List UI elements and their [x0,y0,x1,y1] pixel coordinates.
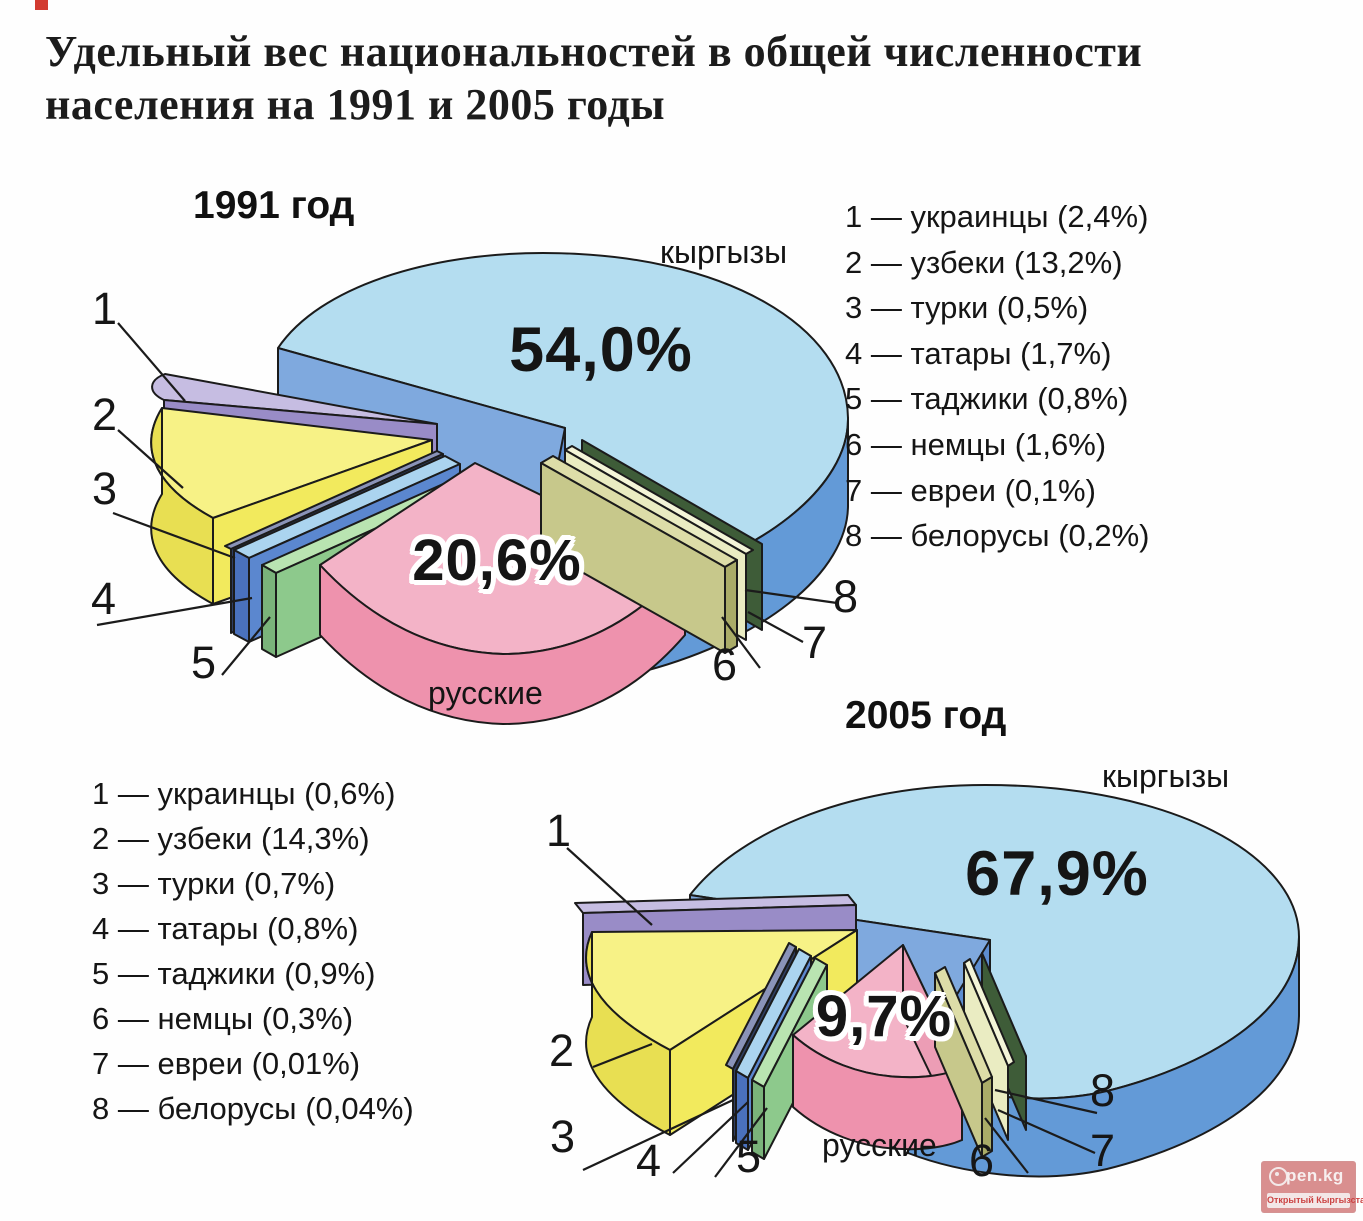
scan-artifact-mark [35,0,48,10]
page-title: Удельный вес национальностей в общей чис… [45,27,1143,129]
callout-1991-8: 8 [833,571,859,622]
legend-2005-item-6: 6 — немцы (0,3%) [92,1001,354,1036]
pie-chart-2005 [566,784,1300,1178]
value-2005-russian: 9,7% [815,984,953,1049]
leader-2005-5 [714,1107,768,1178]
pie-1991-tajik-end [261,564,277,658]
callout-2005-6: 6 [969,1135,995,1186]
leader-1991-6 [721,616,761,669]
legend-1991-item-7: 7 — евреи (0,1%) [845,472,1096,508]
legend-2005-item-5: 5 — таджики (0,9%) [92,956,376,991]
legend-1991-item-5: 5 — таджики (0,8%) [845,381,1129,417]
leader-2005-8 [994,1088,1098,1115]
pie-1991-tatar-end [233,549,250,643]
callout-2005-7: 7 [1090,1125,1116,1176]
callout-1991-7: 7 [802,617,828,668]
chart-1991-year-label: 1991 год [193,184,355,227]
legend-1991-item-3: 3 — турки (0,5%) [845,290,1089,326]
leader-1991-2 [117,429,184,489]
leader-1991-1 [117,322,186,402]
leader-1991-7 [747,611,804,643]
legend-1991-item-8: 8 — белорусы (0,2%) [845,518,1150,554]
callout-1991-4: 4 [91,573,117,624]
leader-2005-7 [997,1108,1096,1155]
leader-2005-6 [984,1117,1029,1174]
legend-1991-item-2: 2 — узбеки (13,2%) [845,244,1123,280]
value-1991-kyrgyz: 54,0% [509,315,693,385]
leader-1991-5 [221,616,271,676]
label-1991-russian: русские [428,675,543,711]
leader-1991-4 [96,596,253,627]
legend-2005-item-1: 1 — украинцы (0,6%) [92,776,396,811]
callout-1991-5: 5 [191,637,217,688]
leader-2005-4 [672,1101,749,1174]
callout-1991-3: 3 [92,463,118,514]
legend-2005-item-3: 3 — турки (0,7%) [92,866,336,901]
leader-1991-3 [112,511,236,560]
callout-1991-2: 2 [92,389,118,440]
callout-2005-1: 1 [546,805,572,856]
label-2005-russian: русские [822,1127,937,1163]
legend-2005: 1 — украинцы (0,6%) 2 — узбеки (14,3%) 3… [92,777,414,1137]
leader-1991-8 [744,588,838,605]
callout-2005-8: 8 [1090,1065,1116,1116]
legend-2005-item-4: 4 — татары (0,8%) [92,911,359,946]
callout-1991-1: 1 [92,283,118,334]
pie-1991-german-end [724,559,738,654]
value-2005-kyrgyz: 67,9% [965,839,1149,909]
legend-1991-item-4: 4 — татары (1,7%) [845,335,1112,371]
leader-2005-1 [566,847,653,926]
pie-2005-uzbek-rim [585,931,671,1136]
legend-1991-item-1: 1 — украинцы (2,4%) [845,199,1149,234]
label-1991-kyrgyz: кыргызы [660,234,788,270]
legend-1991: 1 — украинцы (2,4%) 2 — узбеки (13,2%) 3… [845,200,1150,565]
value-1991-russian: 20,6% [412,528,582,593]
label-2005-kyrgyz: кыргызы [1102,758,1230,794]
pie-2005-russian-rim [792,1034,963,1151]
callout-2005-2: 2 [549,1025,575,1076]
pie-2005-tatar-end [735,1070,749,1151]
legend-2005-item-2: 2 — узбеки (14,3%) [92,821,370,856]
callout-2005-5: 5 [736,1131,762,1182]
legend-2005-item-8: 8 — белорусы (0,04%) [92,1091,414,1126]
leader-2005-2 [592,1042,653,1069]
watermark-badge: pen.kg Открытый Кыргызстан [1262,1162,1363,1212]
legend-2005-item-7: 7 — евреи (0,01%) [92,1046,361,1081]
pie-chart-1991 [96,252,850,725]
callout-2005-3: 3 [550,1111,576,1162]
watermark-caption: Открытый Кыргызстан [1267,1193,1363,1208]
pen-kg-logo-icon [1269,1167,1288,1186]
callout-2005-4: 4 [636,1135,662,1186]
pie-1991-russian-rim [319,564,686,725]
legend-1991-item-6: 6 — немцы (1,6%) [845,426,1107,462]
leader-2005-3 [582,1099,734,1171]
callout-1991-6: 6 [712,639,738,690]
watermark-site: pen.kg [1286,1166,1344,1185]
chart-2005-year-label: 2005 год [845,694,1007,737]
